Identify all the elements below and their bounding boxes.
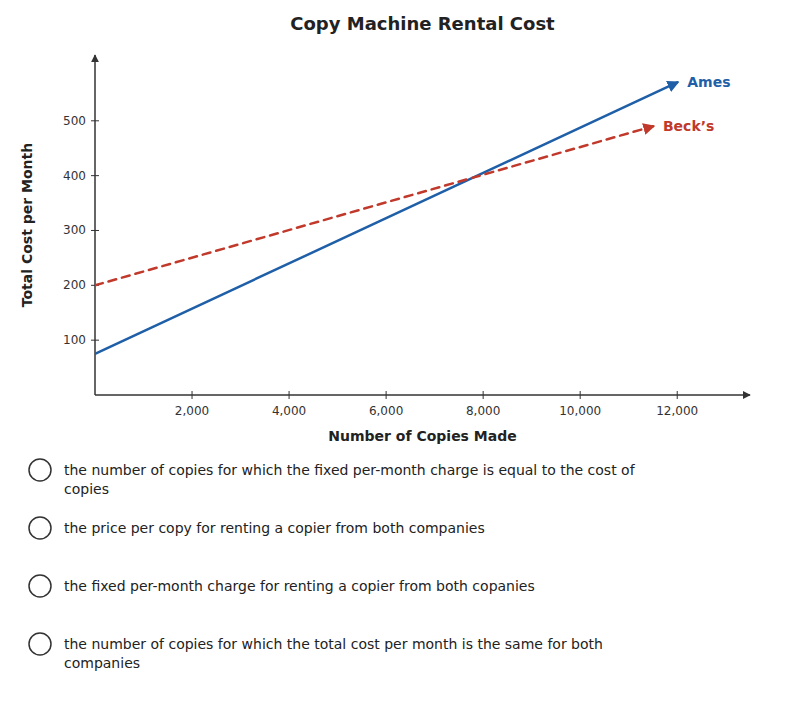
option-text: the number of copies for which the fixed… (64, 462, 636, 497)
y-tick (91, 175, 99, 176)
option-radio (29, 517, 51, 539)
x-tick-label: 2,000 (175, 404, 209, 418)
option-text-line: the number of copies for which the fixed… (64, 462, 636, 478)
y-tick (91, 120, 99, 121)
option-radio (29, 633, 51, 655)
y-tick (91, 230, 99, 231)
x-tick (192, 391, 193, 399)
x-tick-label: 12,000 (656, 404, 698, 418)
x-tick-label: 10,000 (559, 404, 601, 418)
series-line (95, 126, 653, 285)
option-text: the number of copies for which the total… (64, 636, 603, 671)
option-text-line: companies (64, 655, 140, 671)
option-text-line: the number of copies for which the total… (64, 636, 603, 652)
x-tick (289, 391, 290, 399)
chart: Copy Machine Rental Cost 2,000 4,000 6,000 8… (0, 0, 800, 704)
title: Copy Machine Rental Cost (290, 13, 555, 34)
series-labels: Ames Beck’s (663, 74, 731, 134)
option-text-line: the price per copy for renting a copier … (64, 520, 485, 536)
y-tick-label: 100 (63, 333, 86, 347)
plot-area (95, 82, 677, 353)
option-text: the price per copy for renting a copier … (64, 520, 485, 536)
series-label: Ames (687, 74, 730, 90)
x-tick (483, 391, 484, 399)
y-tick-label: 300 (63, 223, 86, 237)
option-text: the fixed per-month charge for renting a… (64, 578, 535, 594)
x-tick-label: 4,000 (272, 404, 306, 418)
y-axis-line (94, 55, 96, 395)
series-line (95, 82, 677, 353)
option-radio (29, 575, 51, 597)
option-text-line: copies (64, 481, 109, 497)
x-tick-label: 8,000 (466, 404, 500, 418)
x-axis-line (95, 394, 750, 396)
y-tick-label: 400 (63, 169, 86, 183)
option-radio (29, 459, 51, 481)
x-axis-label: Number of Copies Made (328, 428, 516, 444)
series-label: Beck’s (663, 118, 714, 134)
y-tick-label: 200 (63, 278, 86, 292)
x-tick (386, 391, 387, 399)
x-tick (580, 391, 581, 399)
option-text-line: the fixed per-month charge for renting a… (64, 578, 535, 594)
y-tick-label: 500 (63, 114, 86, 128)
x-tick-label: 6,000 (369, 404, 403, 418)
y-axis-label: Total Cost per Month (19, 143, 35, 307)
y-tick (91, 340, 99, 341)
x-tick (677, 391, 678, 399)
